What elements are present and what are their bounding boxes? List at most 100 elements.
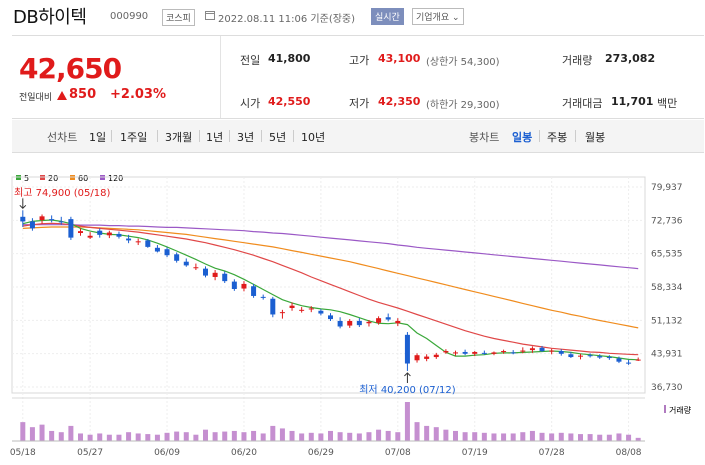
arrow-down-icon (19, 198, 27, 210)
divider (575, 130, 576, 142)
date-tick-label: 07/08 (385, 448, 411, 458)
volume-bar (68, 425, 74, 441)
candle-body (251, 286, 257, 296)
divider (293, 130, 294, 142)
candle-body (78, 231, 83, 233)
volume-bar (126, 432, 132, 441)
volume-bar (174, 431, 180, 441)
volume-bar (453, 430, 458, 441)
divider (220, 36, 221, 118)
candle-body (424, 356, 430, 359)
price-tick-label: 43,931 (651, 350, 683, 360)
price-tick-label: 72,736 (651, 216, 683, 226)
candle-body (126, 238, 132, 241)
volume-bar (616, 433, 622, 441)
volume-bar (337, 432, 343, 441)
stock-header: DB하이텍 000990 코스피 2022.08.11 11:06 기준(장중)… (0, 0, 705, 32)
volume-bar (472, 432, 478, 441)
price-tick-label: 65,535 (651, 250, 683, 260)
realtime-button[interactable]: 실시간 (371, 8, 404, 25)
volume-bar (145, 434, 151, 441)
stock-code: 000990 (110, 11, 149, 22)
price-change: 850 (69, 87, 97, 102)
volume-bar (212, 432, 218, 441)
candle-body (222, 273, 228, 282)
volume-bar (279, 428, 285, 441)
candle-body (520, 350, 526, 352)
candle-body (510, 352, 516, 354)
high-annotation: 최고 74,900 (05/18) (14, 187, 110, 199)
period-5y[interactable]: 5년 (269, 131, 287, 144)
volume-bar (597, 434, 603, 441)
volume-bar (183, 432, 189, 441)
date-tick-label: 06/09 (154, 448, 180, 458)
company-info-dropdown[interactable]: 기업개요 ⌄ (412, 8, 464, 25)
ma-legend: 5 20 60 120 (16, 174, 123, 183)
period-10y[interactable]: 10년 (301, 131, 326, 144)
stock-name[interactable]: DB하이텍 (13, 7, 87, 28)
line-chart-label: 선차트 (47, 131, 78, 144)
volume-bar (164, 432, 170, 441)
candle-monthly[interactable]: 월봉 (585, 131, 606, 144)
period-bar: 선차트 1일 1주일 3개월 1년 3년 5년 10년 봉차트 일봉 주봉 월봉 (12, 120, 704, 153)
candle-body (308, 308, 314, 310)
volume-bar (491, 433, 497, 441)
change-label: 전일대비 (19, 93, 53, 103)
volume-bar (404, 402, 410, 441)
candle-body (135, 241, 141, 243)
legend-label-5: 5 (24, 174, 29, 183)
candle-body (501, 351, 507, 353)
candle-body (212, 272, 218, 277)
candle-body (20, 216, 26, 222)
period-3m[interactable]: 3개월 (165, 131, 193, 144)
candle-body (328, 315, 333, 320)
candle-body (626, 362, 632, 364)
candle-body (558, 351, 564, 354)
volume-bar (106, 434, 112, 441)
volume-bar (87, 434, 93, 441)
candle-chart-label: 봉차트 (469, 131, 500, 144)
volume-bars: 거래량 (12, 397, 692, 441)
period-1w[interactable]: 1주일 (120, 131, 148, 144)
market-badge: 코스피 (162, 9, 195, 26)
ma-line-20 (22, 222, 639, 356)
candle-body (568, 354, 574, 358)
candles (20, 210, 641, 371)
candle-body (231, 281, 237, 290)
candle-body (404, 334, 410, 364)
candle-body (299, 309, 305, 311)
volume-bar (20, 422, 26, 441)
volume-bar (424, 425, 430, 441)
low-label: 저가 (349, 97, 370, 110)
candle-body (433, 354, 439, 358)
candle-body (154, 247, 160, 252)
date-tick-label: 07/19 (462, 448, 488, 458)
stock-chart[interactable]: 5 20 60 120 79,937 72,736 65,535 58,334 51,132 4… (0, 162, 705, 465)
volume-bar (626, 434, 632, 441)
ma-line-5 (22, 219, 639, 361)
period-1d[interactable]: 1일 (89, 131, 107, 144)
volume-bar (289, 430, 295, 441)
divider (111, 130, 112, 142)
candle-body (491, 352, 497, 354)
volume-bar (78, 433, 83, 441)
candle-weekly[interactable]: 주봉 (547, 131, 568, 144)
candle-body (29, 221, 35, 229)
volume-bar (318, 433, 324, 441)
high-label: 고가 (349, 54, 370, 67)
volume-bar (443, 429, 449, 441)
candle-body (193, 267, 199, 269)
volume-bar (414, 422, 420, 441)
period-1y[interactable]: 1년 (206, 131, 224, 144)
ma-line-60 (22, 226, 639, 329)
candle-body (443, 351, 449, 353)
divider (199, 130, 200, 142)
volume-bar (635, 437, 641, 441)
plot-border (11, 176, 646, 394)
candle-daily[interactable]: 일봉 (512, 131, 533, 144)
open-value: 42,550 (268, 95, 311, 108)
candle-body (203, 268, 208, 276)
prev-close-value: 41,800 (268, 52, 311, 65)
volume-bar (549, 433, 555, 441)
period-3y[interactable]: 3년 (237, 131, 255, 144)
